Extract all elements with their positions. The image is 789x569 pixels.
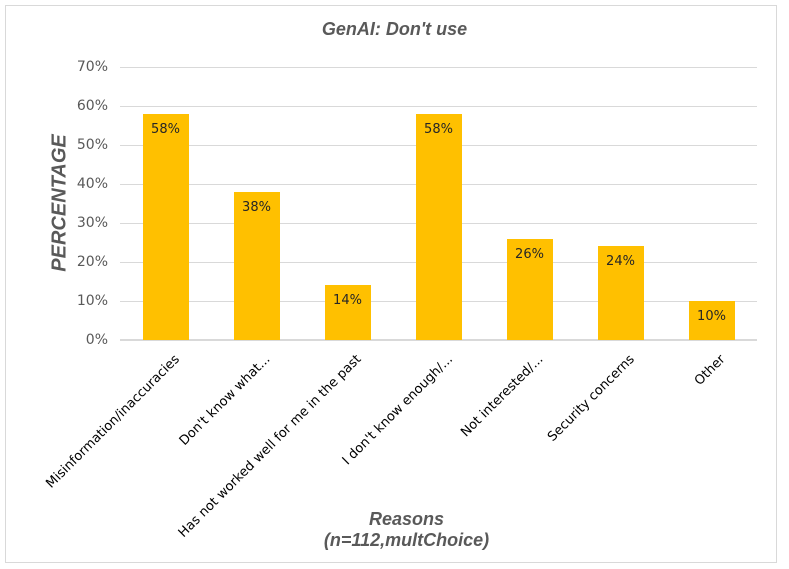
y-tick-label: 40%: [76, 176, 108, 192]
bar: 26%: [506, 238, 553, 340]
bar-value-label: 10%: [697, 309, 726, 324]
bar-value-label: 14%: [333, 293, 362, 309]
bar-value-label: 38%: [242, 199, 271, 215]
bar: 58%: [415, 113, 462, 340]
bar-value-label: 26%: [515, 246, 544, 262]
x-axis-title: Reasons: [368, 509, 445, 529]
chart-frame: [5, 5, 777, 563]
chart-title: GenAI: Don't use: [321, 19, 468, 39]
bar: 14%: [324, 285, 371, 340]
y-tick-label: 50%: [76, 137, 108, 153]
y-axis-label: PERCENTAGE: [48, 134, 71, 272]
gridline: [120, 67, 757, 68]
y-tick-label: 60%: [76, 98, 108, 114]
y-tick-label: 70%: [76, 59, 108, 75]
bar-value-label: 58%: [424, 121, 453, 137]
y-tick-label: 30%: [76, 215, 108, 231]
bar-value-label: 58%: [151, 121, 180, 137]
y-tick-label: 0%: [85, 332, 108, 348]
x-axis-label: Reasons (n=112,multChoice): [0, 509, 789, 551]
y-tick-label: 10%: [76, 293, 108, 309]
plot-area: 58% 38% 14% 58% 26% 24% 10%: [120, 67, 757, 341]
y-tick-label: 20%: [76, 254, 108, 270]
bar: 10%: [688, 301, 735, 340]
bar: 38%: [233, 191, 280, 340]
gridline: [120, 339, 757, 341]
gridline: [120, 106, 757, 107]
x-axis-subtitle: (n=112,multChoice): [323, 530, 490, 550]
bar: 58%: [142, 113, 189, 340]
bar: 24%: [597, 246, 644, 340]
bar-value-label: 24%: [606, 254, 635, 270]
